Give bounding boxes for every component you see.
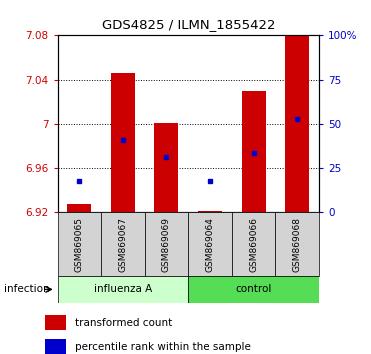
Bar (145, 212, 188, 276)
Bar (242, 91, 266, 212)
Bar (58, 212, 101, 276)
Bar (67, 204, 91, 212)
Text: GSM869066: GSM869066 (249, 217, 258, 272)
Text: GSM869068: GSM869068 (293, 217, 302, 272)
Text: GSM869065: GSM869065 (75, 217, 84, 272)
Text: transformed count: transformed count (75, 318, 172, 328)
Bar (232, 212, 276, 276)
Text: control: control (236, 284, 272, 295)
Text: infection: infection (4, 284, 49, 295)
Text: percentile rank within the sample: percentile rank within the sample (75, 342, 251, 352)
Text: GSM869069: GSM869069 (162, 217, 171, 272)
Title: GDS4825 / ILMN_1855422: GDS4825 / ILMN_1855422 (102, 18, 275, 32)
Bar (198, 211, 222, 212)
Bar (45, 315, 66, 330)
Bar (101, 212, 145, 276)
Bar (58, 276, 188, 303)
Bar (188, 276, 319, 303)
Text: GSM869067: GSM869067 (118, 217, 127, 272)
Bar (285, 35, 309, 212)
Text: influenza A: influenza A (94, 284, 152, 295)
Text: GSM869064: GSM869064 (206, 217, 214, 272)
Bar (275, 212, 319, 276)
Bar (45, 339, 66, 354)
Bar (154, 123, 178, 212)
Bar (188, 212, 232, 276)
Bar (111, 73, 135, 212)
